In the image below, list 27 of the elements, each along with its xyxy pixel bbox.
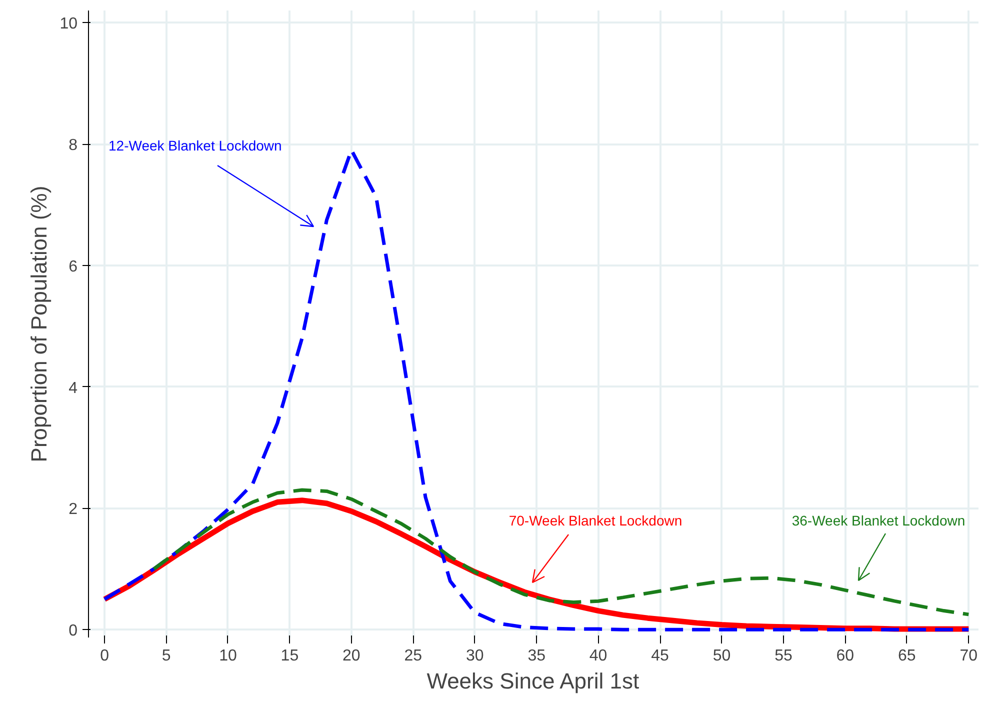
y-tick-label: 8: [68, 137, 78, 154]
x-tick-label: 15: [280, 648, 299, 664]
y-axis-title: Proportion of Population (%): [26, 186, 52, 462]
y-tick-label: 10: [60, 16, 78, 33]
annotation: 36-Week Blanket Lockdown: [792, 512, 966, 528]
annotation: 70-Week Blanket Lockdown: [508, 512, 682, 528]
y-tick-label: 4: [68, 380, 78, 397]
x-axis-title: Weeks Since April 1st: [426, 668, 640, 694]
x-tick-label: 45: [651, 648, 670, 664]
x-tick-label: 25: [404, 648, 422, 664]
x-tick-label: 65: [898, 648, 916, 664]
x-tick-label: 10: [219, 648, 237, 664]
y-tick-label: 2: [68, 501, 78, 518]
x-tick-label: 40: [589, 648, 608, 664]
x-tick-label: 20: [342, 648, 360, 664]
x-tick-label: 0: [100, 648, 110, 664]
x-tick-label: 35: [528, 648, 546, 664]
y-tick-label: 6: [68, 258, 78, 276]
y-tick-label: 0: [68, 622, 78, 640]
x-tick-label: 70: [960, 648, 978, 664]
annotation: 12-Week Blanket Lockdown: [108, 138, 282, 154]
x-tick-label: 50: [712, 648, 731, 664]
x-tick-label: 5: [162, 648, 171, 664]
x-tick-label: 30: [466, 648, 484, 664]
x-tick-label: 55: [774, 648, 792, 664]
x-tick-label: 60: [836, 648, 854, 664]
line-series: [152, 488, 970, 616]
